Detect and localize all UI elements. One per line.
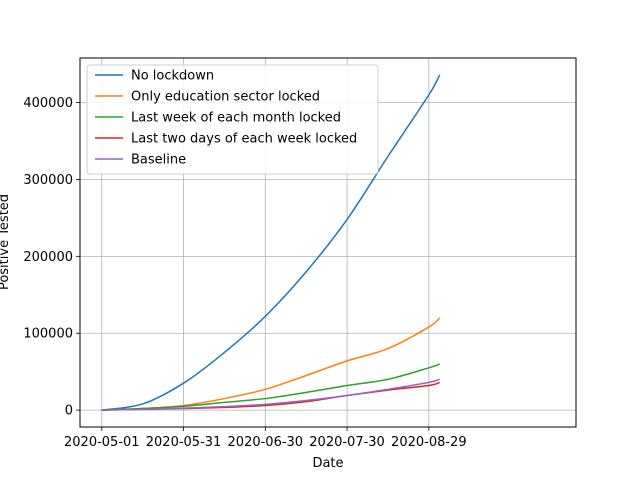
series-line-baseline [101, 378, 440, 411]
y-tick-label: 400000 [23, 96, 73, 111]
y-tick-label: 100000 [23, 327, 73, 342]
y-tick-label: 300000 [23, 173, 73, 188]
x-tick-label: 2020-05-01 [64, 435, 140, 450]
series-line-only-education-sector-locked [101, 317, 441, 411]
legend-box [86, 64, 379, 175]
legend-label-only-education-sector-locked: Only education sector locked [131, 90, 320, 105]
y-tick-label: 200000 [23, 250, 73, 265]
series-line-last-week-of-each-month-locked [101, 363, 441, 411]
legend-label-no-lockdown: No lockdown [131, 69, 214, 84]
x-tick-label: 2020-08-29 [391, 435, 467, 450]
legend-label-baseline: Baseline [131, 153, 186, 168]
legend-label-last-two-days-of-each-week-locked: Last two days of each week locked [131, 132, 357, 147]
axes-frame [79, 57, 577, 428]
series-line-no-lockdown [101, 74, 441, 411]
legend-label-last-week-of-each-month-locked: Last week of each month locked [131, 111, 341, 126]
x-tick-label: 2020-07-30 [309, 435, 385, 450]
x-tick-label: 2020-05-31 [146, 435, 222, 450]
x-axis-ticks: 2020-05-01 2020-05-31 2020-06-30 2020-07-30… [64, 427, 467, 450]
y-axis-ticks: 0 100000 200000 300000 400000 [23, 96, 80, 419]
y-axis-label: Positive Tested [0, 194, 12, 290]
series-lines [101, 74, 441, 411]
legend: No lockdown Only education sector locked L… [86, 64, 379, 175]
x-tick-label: 2020-06-30 [228, 435, 304, 450]
x-axis-label: Date [312, 456, 343, 471]
y-tick-label: 0 [65, 404, 73, 419]
series-line-last-two-days-of-each-week-locked [101, 381, 440, 411]
